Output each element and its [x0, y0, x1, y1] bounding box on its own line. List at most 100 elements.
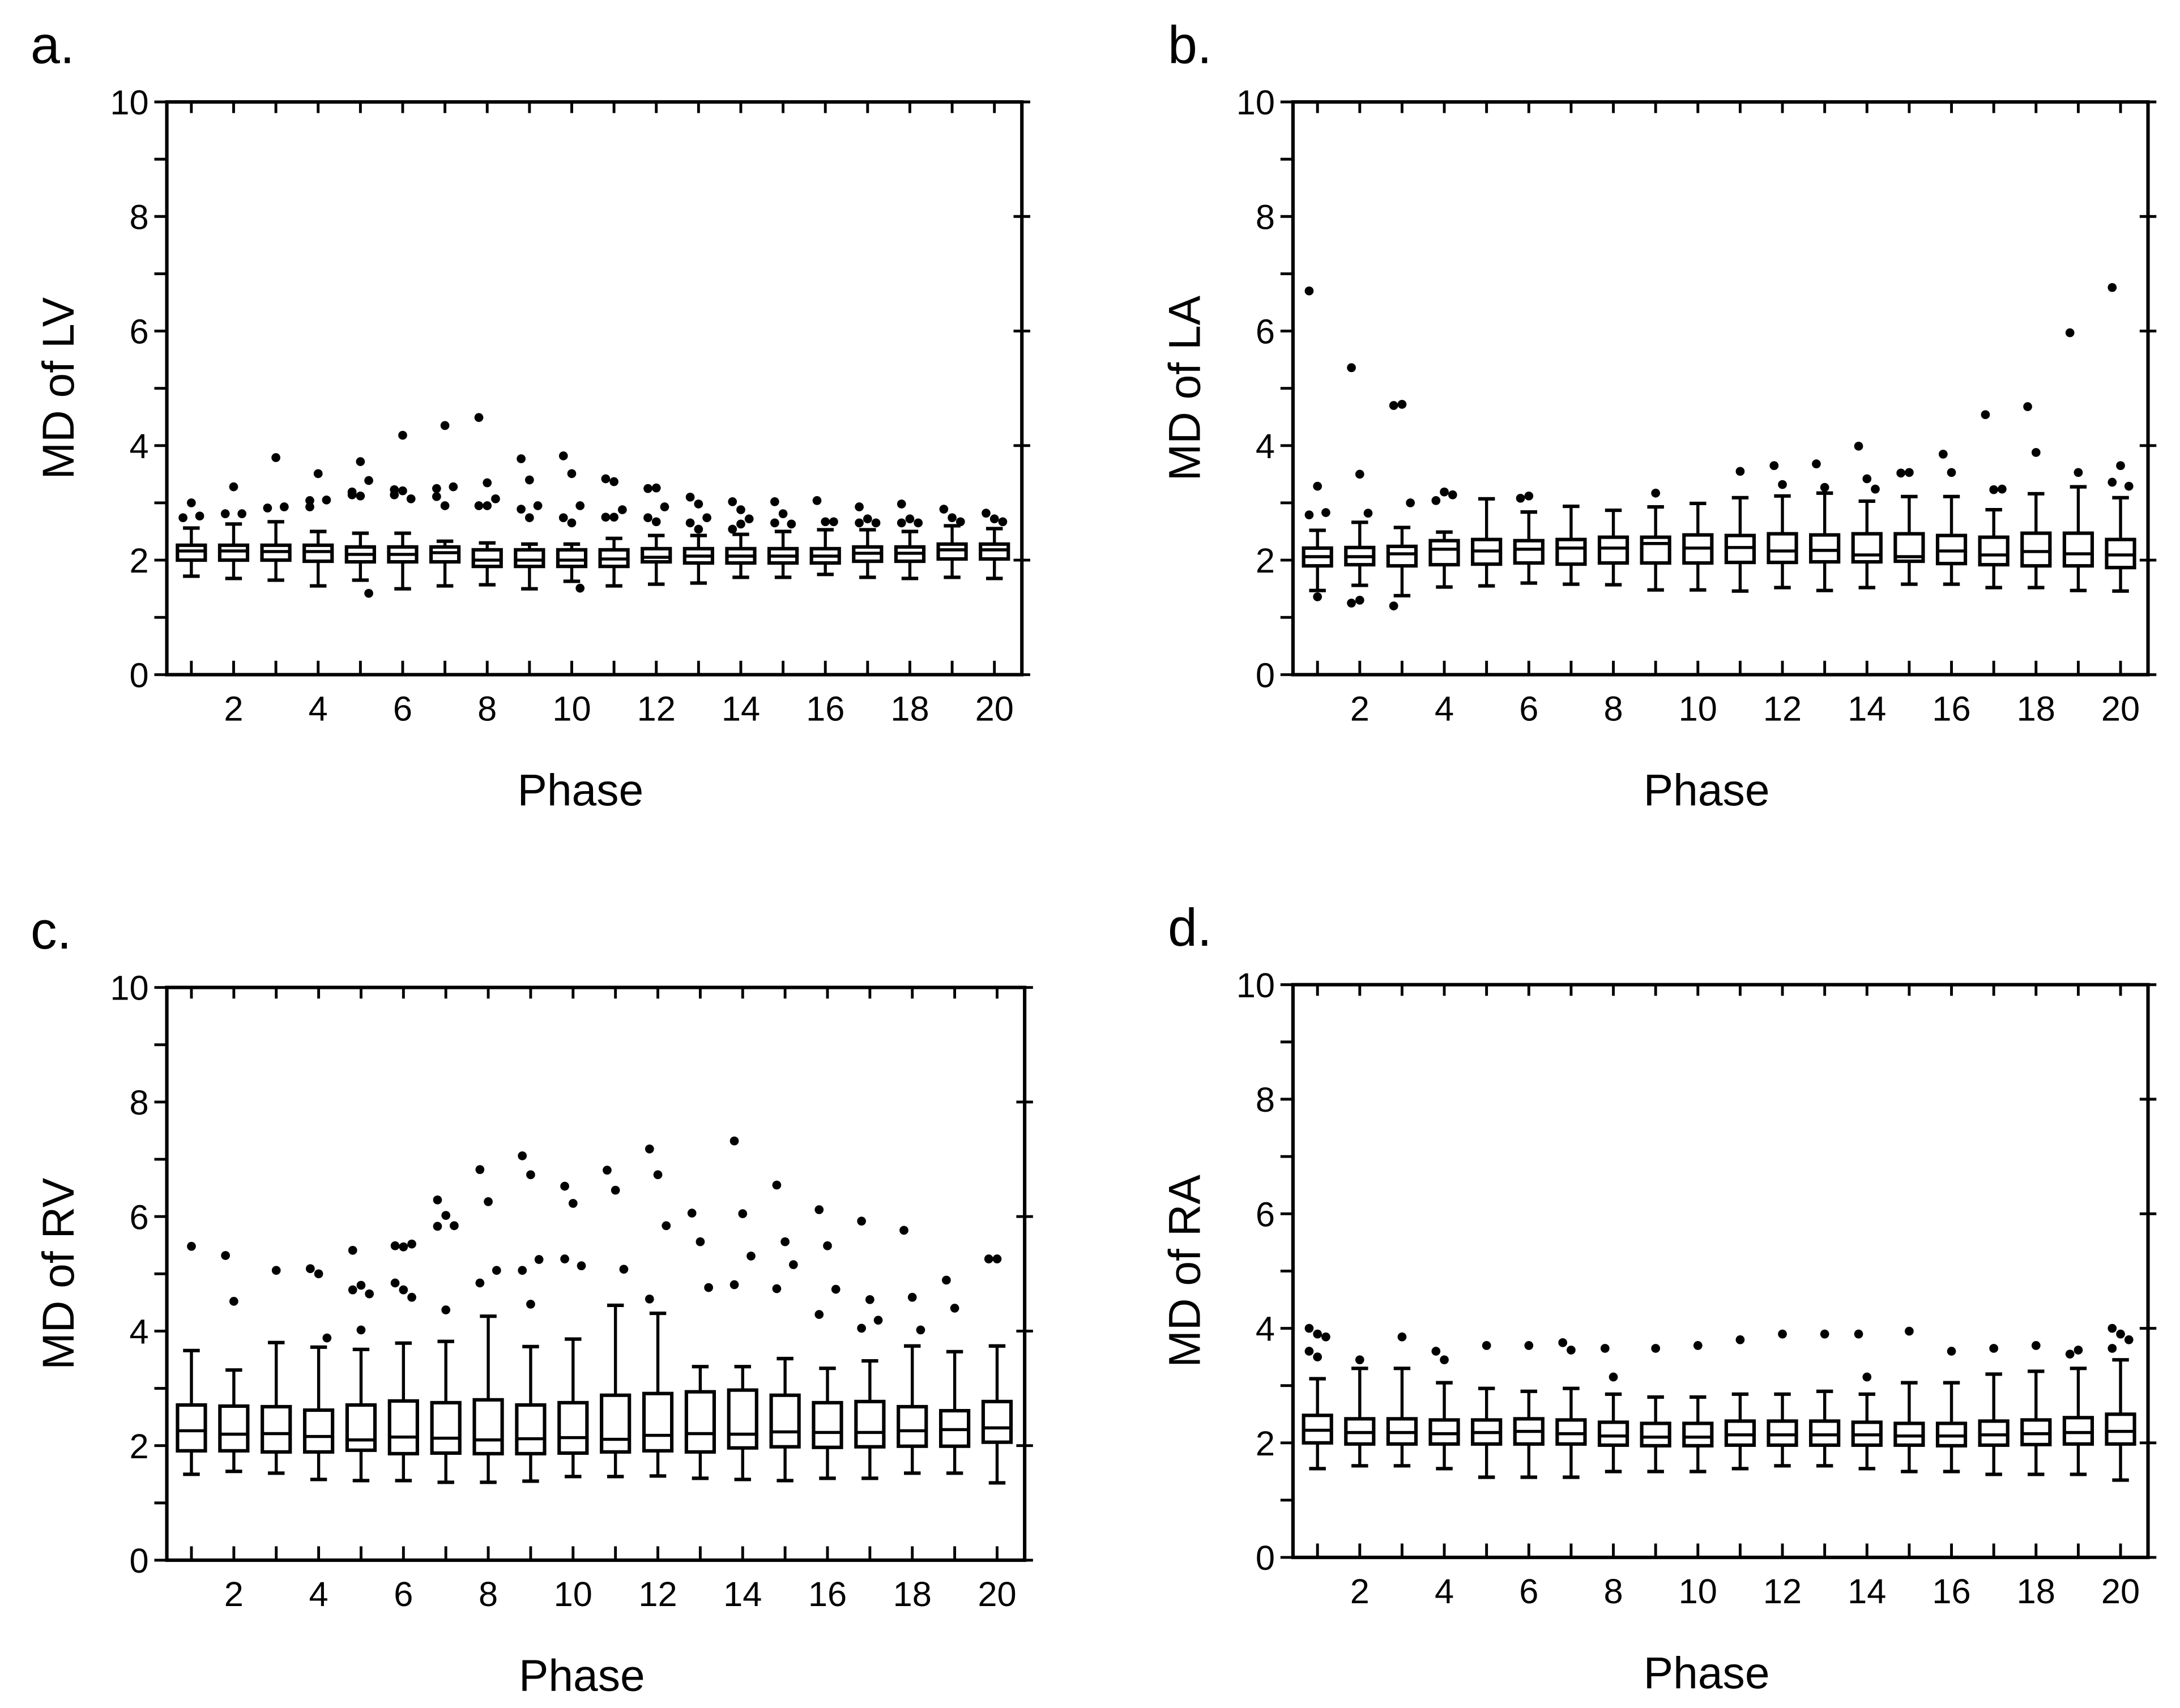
outlier-point — [399, 1285, 408, 1295]
outlier-point — [1389, 401, 1398, 410]
outlier-point — [475, 1278, 485, 1288]
outlier-point — [984, 1254, 993, 1263]
outlier-point — [729, 1280, 739, 1289]
outlier-point — [1440, 1355, 1449, 1365]
outlier-point — [1347, 363, 1356, 373]
outlier-point — [863, 514, 872, 524]
x-tick-label: 6 — [394, 1575, 413, 1614]
iqr-box — [1597, 1420, 1629, 1447]
x-axis-label: Phase — [1644, 765, 1770, 815]
outlier-point — [474, 501, 484, 510]
outlier-point — [441, 1305, 451, 1314]
outlier-point — [314, 1269, 323, 1279]
outlier-point — [1482, 1341, 1491, 1350]
outlier-point — [855, 518, 864, 528]
iqr-box — [1555, 1418, 1587, 1446]
outlier-point — [567, 469, 577, 479]
box-phase-17 — [852, 502, 884, 579]
iqr-box — [1978, 535, 2010, 567]
outlier-point — [390, 1241, 400, 1250]
y-tick-label: 8 — [130, 198, 149, 237]
outlier-point — [178, 513, 187, 523]
plot-frame — [165, 985, 1027, 1562]
y-tick-label: 10 — [1236, 83, 1275, 122]
outlier-point — [812, 496, 822, 505]
box-phase-7 — [430, 1195, 462, 1484]
box-phase-20 — [981, 1254, 1013, 1485]
plot-frame — [1291, 100, 2150, 677]
outlier-point — [907, 1292, 917, 1302]
box-phase-8 — [471, 413, 503, 587]
outlier-point — [1609, 1372, 1618, 1382]
y-axis-label: MD of RA — [1159, 1175, 1209, 1368]
panel-letter: a. — [31, 15, 75, 74]
outlier-point — [347, 490, 357, 499]
outlier-point — [1313, 592, 1322, 601]
box-phase-13 — [1809, 1329, 1841, 1468]
box-phase-19 — [938, 1275, 971, 1475]
outlier-point — [575, 501, 585, 510]
outlier-point — [1304, 1347, 1314, 1356]
iqr-box — [176, 1403, 207, 1453]
outlier-point — [1304, 510, 1314, 520]
x-tick-label: 18 — [2017, 1572, 2055, 1611]
outlier-point — [229, 482, 238, 492]
outlier-point — [1313, 1329, 1322, 1339]
outlier-point — [685, 518, 695, 528]
box-phase-7 — [429, 421, 461, 588]
box-phase-8 — [1597, 1344, 1629, 1474]
box-phase-1 — [176, 1241, 207, 1476]
outlier-point — [1651, 488, 1661, 498]
panel-letter: c. — [31, 901, 72, 960]
outlier-point — [2124, 1335, 2134, 1344]
outlier-point — [617, 505, 627, 514]
outlier-point — [942, 1275, 951, 1285]
box-phase-6 — [1513, 1341, 1545, 1479]
x-tick-label: 2 — [1350, 689, 1370, 728]
outlier-point — [433, 1195, 442, 1205]
outlier-point — [1989, 485, 1999, 494]
box-phase-16 — [812, 1205, 843, 1480]
outlier-point — [441, 1211, 451, 1220]
x-tick-label: 2 — [224, 1575, 244, 1614]
x-tick-label: 18 — [890, 689, 929, 728]
box-phase-11 — [1724, 467, 1756, 593]
iqr-box — [979, 542, 1010, 561]
outlier-point — [660, 502, 669, 511]
box-phase-18 — [894, 499, 926, 580]
outlier-point — [702, 513, 711, 523]
outlier-point — [365, 1289, 374, 1299]
outlier-point — [728, 497, 737, 506]
iqr-box — [2105, 1412, 2136, 1446]
iqr-box — [514, 548, 545, 569]
outlier-point — [829, 517, 838, 527]
panel-c: c. 0 2 4 6 8 10 2 4 6 8 10 12 14 16 18 20 Phase MD of RV — [31, 901, 1033, 1701]
y-axis-label: MD of LV — [33, 297, 83, 479]
iqr-box — [1640, 535, 1671, 565]
iqr-box — [345, 1403, 377, 1452]
box-phase-15 — [1893, 468, 1925, 586]
outlier-point — [1735, 467, 1745, 476]
outlier-point — [871, 518, 881, 528]
iqr-box — [1809, 1419, 1841, 1447]
x-tick-label: 4 — [309, 1575, 329, 1614]
outlier-point — [229, 1297, 238, 1306]
iqr-box — [1597, 535, 1629, 565]
outlier-point — [1862, 474, 1872, 484]
x-tick-label: 2 — [1350, 1572, 1370, 1611]
box-phase-13 — [1809, 459, 1841, 592]
box-phase-7 — [1555, 1338, 1587, 1479]
outlier-point — [2023, 402, 2032, 411]
outlier-point — [1321, 508, 1330, 517]
y-axis-label: MD of LA — [1159, 295, 1209, 481]
outlier-point — [356, 457, 365, 466]
outlier-point — [603, 1165, 612, 1175]
x-axis-label: Phase — [517, 765, 643, 815]
outlier-point — [390, 490, 399, 499]
outlier-point — [1347, 599, 1356, 608]
box-phase-5 — [345, 1246, 377, 1483]
outlier-point — [237, 509, 247, 519]
outlier-point — [601, 474, 611, 484]
x-tick-label: 8 — [1603, 689, 1623, 728]
outlier-point — [914, 518, 923, 528]
